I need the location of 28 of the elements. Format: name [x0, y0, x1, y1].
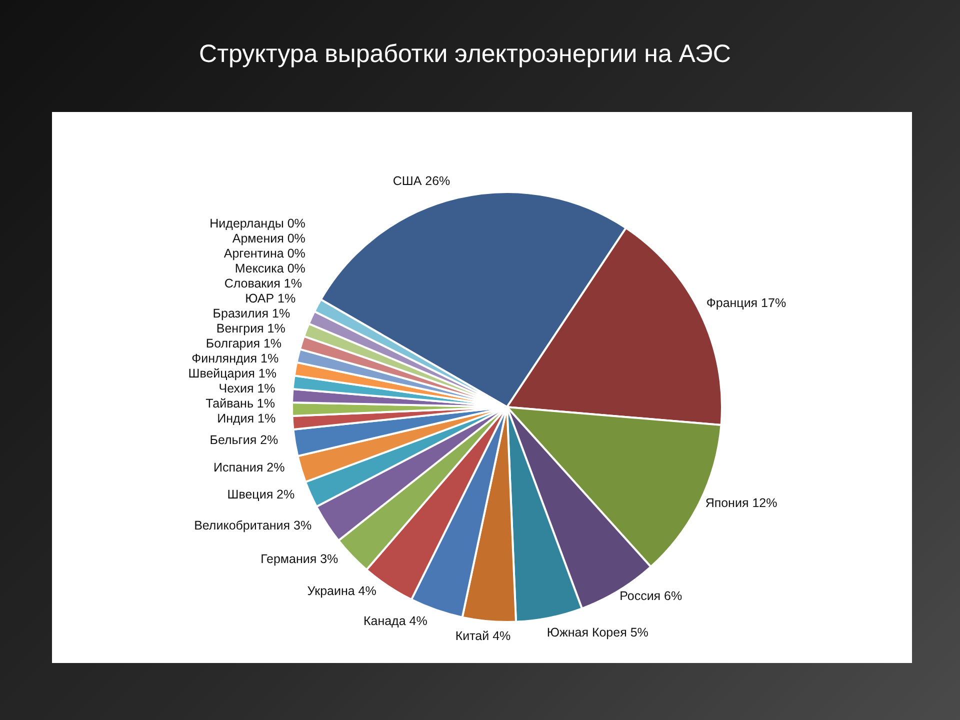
slice-label: Болгария 1% [206, 336, 282, 351]
slice-label: Испания 2% [214, 460, 285, 475]
slice-label: Бразилия 1% [212, 306, 290, 321]
slice-label: Чехия 1% [218, 382, 276, 396]
slice-label: Германия 3% [260, 552, 338, 566]
chart-title: Структура выработки электроэнергии на АЭС [198, 40, 732, 69]
slice-label: ЮАР 1% [245, 292, 296, 306]
slice-label: Швейцария 1% [188, 366, 277, 381]
category-label: Мексика 0% [234, 262, 306, 276]
category-label: Аргентина 0% [224, 246, 306, 261]
slice-label: Бельгия 2% [210, 432, 278, 447]
slice-label: Индия 1% [217, 412, 276, 426]
slice-label: Великобритания 3% [194, 518, 312, 533]
slice-label: Словакия 1% [224, 276, 302, 291]
slice-label: Япония 12% [705, 496, 778, 510]
slice-label: Франция 17% [706, 296, 786, 310]
slice-label: Тайвань 1% [206, 396, 276, 411]
slice-label: Финляндия 1% [192, 352, 279, 366]
category-label: Нидерланды 0% [210, 216, 306, 231]
slice-label: Венгрия 1% [216, 322, 286, 336]
slice-label: Россия 6% [620, 589, 682, 604]
slice-label: Украина 4% [307, 584, 376, 598]
slice-label: Швеция 2% [227, 487, 295, 502]
slice-label: Южная Корея 5% [546, 626, 648, 640]
category-label: Армения 0% [232, 232, 306, 246]
slice-label: Китай 4% [455, 629, 511, 644]
slice-label: Канада 4% [363, 614, 428, 628]
slice-label: США 26% [392, 174, 450, 188]
